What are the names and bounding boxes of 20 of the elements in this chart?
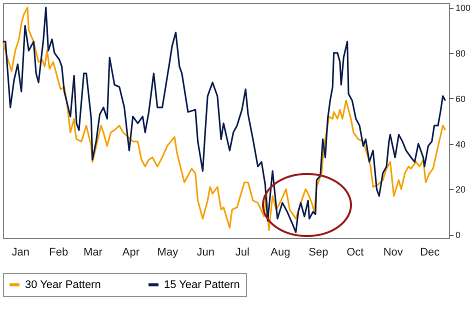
x-tick-label: Feb xyxy=(49,246,68,258)
x-tick-label: Nov xyxy=(383,246,404,258)
x-tick-label: Mar xyxy=(83,246,103,258)
x-tick-label: Apr xyxy=(122,246,140,258)
x-tick-label: Jan xyxy=(12,246,30,258)
y-tick-label: 0 xyxy=(456,230,461,240)
x-tick-label: Oct xyxy=(346,246,364,258)
x-tick-label: Jul xyxy=(235,246,250,258)
x-tick-label: Aug xyxy=(270,246,290,258)
x-tick-label: Sep xyxy=(308,246,328,258)
y-tick-label: 20 xyxy=(456,184,466,195)
y-tick-label: 60 xyxy=(456,94,466,104)
y-tick-label: 100 xyxy=(456,3,471,14)
x-tick-label: May xyxy=(157,246,179,258)
x-tick-label: Jun xyxy=(196,246,215,258)
legend-label: 15 Year Pattern xyxy=(164,278,240,291)
y-tick-label: 40 xyxy=(456,139,466,150)
y-tick-label: 80 xyxy=(456,48,466,58)
legend-label: 30 Year Pattern xyxy=(25,278,101,291)
x-tick-label: Dec xyxy=(420,246,440,258)
